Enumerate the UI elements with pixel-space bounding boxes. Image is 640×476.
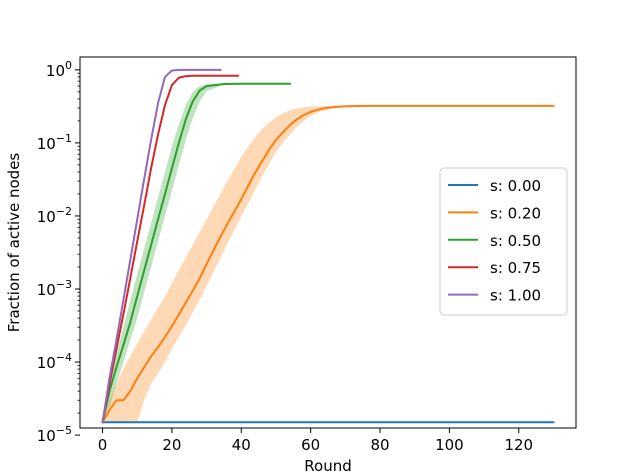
x-axis-ticks: 0 20 40 60 80 100 120 — [98, 428, 533, 454]
series-line-s-0-75 — [101, 74, 239, 424]
y-axis-title: Fraction of active nodes — [5, 153, 23, 333]
y-axis-ticks: 10−5 10−4 10−3 10−2 10−1 100 — [37, 59, 80, 445]
y-tick-label: 100 — [46, 59, 72, 80]
y-tick-label: 10−3 — [37, 278, 72, 299]
legend-label: s: 0.75 — [490, 259, 541, 277]
confidence-bands — [102, 83, 554, 423]
x-tick-label: 120 — [504, 436, 533, 454]
legend-item: s: 0.75 — [448, 259, 541, 277]
legend-item: s: 1.00 — [448, 287, 541, 305]
y-tick-label: 10−5 — [37, 424, 72, 445]
plot-frame — [79, 56, 577, 429]
x-axis-title: Round — [304, 457, 351, 475]
x-tick-label: 0 — [98, 436, 108, 454]
legend-item: s: 0.50 — [448, 232, 541, 250]
series-line-s-1-00 — [101, 68, 222, 424]
x-tick-label: 60 — [301, 436, 320, 454]
series-line-s-0-20 — [101, 104, 555, 424]
legend-label: s: 0.50 — [490, 232, 541, 250]
legend-item: s: 0.00 — [448, 177, 541, 195]
legend-label: s: 0.00 — [490, 177, 541, 195]
legend-label: s: 1.00 — [490, 287, 541, 305]
legend-item: s: 0.20 — [448, 204, 541, 222]
x-tick-label: 100 — [435, 436, 464, 454]
legend-box — [439, 167, 568, 316]
y-tick-label: 10−4 — [37, 351, 72, 372]
x-tick-label: 80 — [370, 436, 389, 454]
x-tick-label: 40 — [232, 436, 251, 454]
band-s-0-20 — [102, 105, 554, 423]
legend-label: s: 0.20 — [490, 204, 541, 222]
legend: s: 0.00 s: 0.20 s: 0.50 s: 0.75 s: 1.00 — [439, 167, 568, 316]
y-tick-label: 10−2 — [37, 205, 72, 226]
x-tick-label: 20 — [162, 436, 181, 454]
series-line-s-0-50 — [101, 82, 291, 424]
series-lines — [101, 68, 555, 424]
y-tick-label: 10−1 — [37, 132, 72, 153]
